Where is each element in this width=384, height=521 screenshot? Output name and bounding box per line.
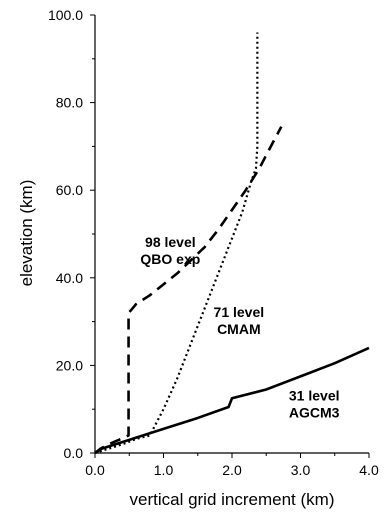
series-annotation-label: 71 level bbox=[214, 304, 265, 320]
x-axis-title: vertical grid increment (km) bbox=[130, 490, 335, 509]
series-line-31-level-agcm3 bbox=[94, 346, 370, 455]
y-tick-label: 20.0 bbox=[56, 357, 83, 373]
y-tick-label: 0.0 bbox=[64, 445, 84, 461]
series-annotation-label: 31 level bbox=[289, 387, 340, 403]
series-line-71-level-cmam bbox=[94, 32, 259, 455]
x-tick-label: 4.0 bbox=[359, 462, 379, 478]
x-tick-label: 2.0 bbox=[222, 462, 242, 478]
series-annotation-label: QBO exp bbox=[140, 251, 200, 267]
y-axis-title: elevation (km) bbox=[17, 180, 36, 287]
series-annotation-label: AGCM3 bbox=[289, 404, 340, 420]
y-tick-label: 40.0 bbox=[56, 270, 83, 286]
x-tick-label: 3.0 bbox=[291, 462, 311, 478]
series-line-98-level-qbo-exp bbox=[94, 126, 283, 455]
y-tick-label: 100.0 bbox=[48, 7, 83, 23]
series-annotation-label: CMAM bbox=[217, 321, 261, 337]
x-tick-label: 1.0 bbox=[154, 462, 174, 478]
series-annotation-label: 98 level bbox=[145, 234, 196, 250]
series-layer bbox=[94, 32, 370, 455]
y-tick-label: 80.0 bbox=[56, 95, 83, 111]
x-tick-label: 0.0 bbox=[85, 462, 105, 478]
axes-layer: 0.0 1.0 2.0 3.0 4.0 0.0 20.0 40.0 60.0 80.0 100.0 bbox=[48, 7, 379, 478]
y-tick-label: 60.0 bbox=[56, 182, 83, 198]
